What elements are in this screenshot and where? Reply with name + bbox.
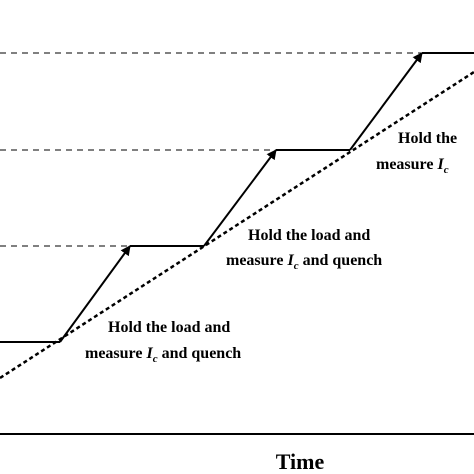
ramp-arrow-2 xyxy=(203,149,277,247)
annotation-2-line2: measure Ic and quench xyxy=(226,252,382,272)
dotted-trend-line xyxy=(0,70,474,380)
annotation-2-line1: Hold the load and xyxy=(248,227,370,244)
annotation-3-line1: Hold the xyxy=(398,130,457,147)
annotation-3-line2: measure Ic xyxy=(376,156,449,176)
annotation-1-line1: Hold the load and xyxy=(108,319,230,336)
x-axis-title: Time xyxy=(276,449,325,474)
ramp-arrow-3 xyxy=(349,52,423,151)
ramp-arrow-1 xyxy=(59,245,131,343)
annotation-1-line2: measure Ic and quench xyxy=(85,345,241,365)
